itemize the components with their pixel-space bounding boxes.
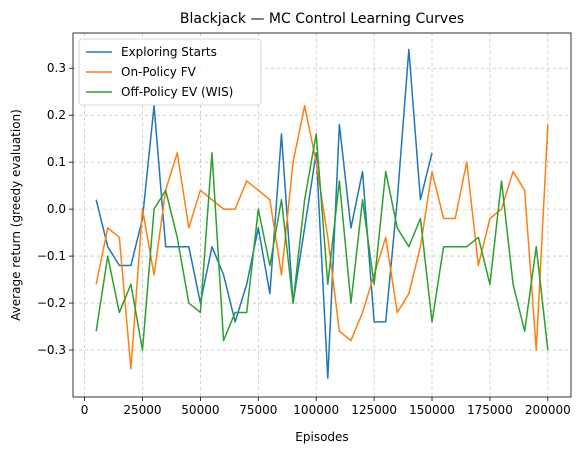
y-tick-label: 0.0 (47, 202, 66, 216)
y-tick-label: 0.3 (47, 61, 66, 75)
x-tick-label: 200000 (525, 403, 571, 417)
x-tick-label: 0 (81, 403, 89, 417)
y-tick-label: −0.3 (37, 343, 66, 357)
chart-title: Blackjack — MC Control Learning Curves (180, 11, 464, 27)
legend-label: Off-Policy EV (WIS) (121, 85, 233, 99)
legend-label: On-Policy FV (121, 65, 197, 79)
y-tick-label: 0.2 (47, 108, 66, 122)
series-lines (95, 48, 549, 379)
series-line-1 (95, 48, 433, 379)
x-tick-label: 75000 (239, 403, 277, 417)
x-tick-label: 150000 (409, 403, 455, 417)
plot-frame (72, 32, 572, 398)
y-tick-label: −0.2 (37, 296, 66, 310)
x-tick-label: 100000 (293, 403, 339, 417)
x-axis-label: Episodes (295, 430, 348, 444)
legend-label: Exploring Starts (121, 45, 217, 59)
x-tick-label: 125000 (351, 403, 397, 417)
legend-box (78, 38, 262, 106)
axis-ticks: 0 25000 50000 75000 100000 125000 150000 175000… (37, 61, 571, 417)
legend: Exploring Starts On-Policy FV Off-Policy E… (78, 38, 262, 106)
x-tick-label: 25000 (123, 403, 161, 417)
y-tick-label: −0.1 (37, 249, 66, 263)
x-tick-label: 50000 (181, 403, 219, 417)
y-tick-label: 0.1 (47, 155, 66, 169)
x-tick-label: 175000 (467, 403, 513, 417)
y-axis-label: Average return (greedy evaluation) (9, 109, 23, 321)
series-line-3 (95, 133, 549, 351)
